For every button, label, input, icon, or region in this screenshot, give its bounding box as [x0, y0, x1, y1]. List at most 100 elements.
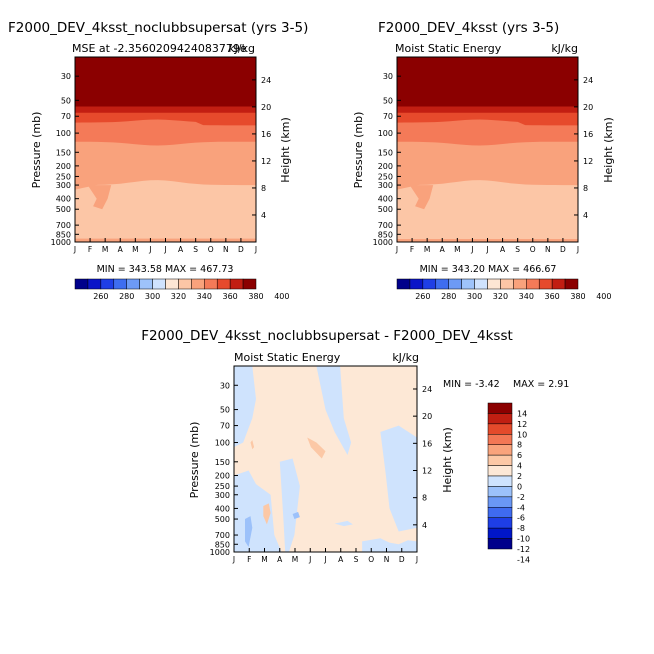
panel-3: F2000_DEV_4ksst_noclubbsupersat - F2000_…: [141, 328, 569, 564]
y2-tick-label: 8: [583, 184, 588, 193]
diff-neg-region-7: [362, 538, 417, 552]
diff-neg-core-2: [292, 511, 300, 519]
y-tick-label: 150: [56, 148, 71, 157]
colorbar-label: 10: [517, 430, 527, 439]
y-tick-label: 1000: [373, 238, 393, 247]
x-tick-label: A: [338, 555, 344, 564]
x-tick-label: M: [261, 555, 267, 564]
colorbar-label: 280: [441, 292, 456, 301]
y-tick-label: 850: [56, 230, 71, 239]
diff-neg-region-2: [316, 366, 352, 455]
colorbar-swatch: [487, 413, 513, 425]
colorbar-swatch: [538, 278, 553, 290]
colorbar-swatch: [474, 278, 488, 290]
colorbar-swatch: [165, 278, 179, 290]
colorbar-swatch: [487, 278, 501, 290]
y-tick-label: 250: [56, 172, 71, 181]
colorbar-label: 340: [197, 292, 212, 301]
panel-2-y2label: Height (km): [602, 117, 615, 183]
diff-pos-region-1: [307, 437, 326, 459]
x-tick-label: J: [323, 555, 326, 564]
y-tick-label: 250: [378, 172, 393, 181]
colorbar-label: 400: [596, 292, 611, 301]
panel-2-subtitle: Moist Static Energy: [395, 42, 502, 55]
y-tick-label: 1000: [51, 238, 71, 247]
panel-1-colorbar: 260 280 300 320 340 360 380 400: [74, 278, 289, 301]
colorbar-swatch: [487, 475, 513, 487]
x-tick-label: S: [193, 245, 198, 254]
colorbar-swatch: [487, 444, 513, 456]
y-tick-label: 150: [215, 458, 230, 467]
colorbar-swatch: [487, 454, 513, 466]
colorbar-swatch: [487, 423, 513, 435]
colorbar-label: -6: [517, 514, 525, 523]
x-tick-label: M: [292, 555, 298, 564]
colorbar-label: -2: [517, 493, 525, 502]
y-tick-label: 100: [56, 129, 71, 138]
colorbar-swatch: [487, 486, 513, 498]
x-tick-label: J: [163, 245, 166, 254]
x-tick-label: S: [515, 245, 520, 254]
y-tick-label: 1000: [210, 548, 230, 557]
colorbar-label: -12: [517, 545, 530, 554]
y-tick-label: 300: [378, 181, 393, 190]
colorbar-label: 360: [223, 292, 238, 301]
panel-3-contour-field: [234, 366, 417, 552]
colorbar-swatch: [422, 278, 437, 290]
colorbar-swatch: [487, 496, 513, 508]
colorbar-label: 400: [274, 292, 289, 301]
colorbar-swatch: [551, 278, 566, 290]
y2-tick-label: 12: [583, 157, 593, 166]
x-tick-label: M: [132, 245, 138, 254]
colorbar-label: 320: [493, 292, 508, 301]
panel-3-subtitle: Moist Static Energy: [234, 351, 341, 364]
x-tick-label: J: [254, 245, 257, 254]
x-tick-label: A: [277, 555, 283, 564]
y2-tick-label: 16: [261, 130, 271, 139]
panel-2-colorbar: 260 280 300 320 340 360 380 400: [396, 278, 611, 301]
colorbar-swatch: [126, 278, 140, 290]
mse-band-420: [75, 57, 256, 107]
panel-1-ylabel: Pressure (mb): [30, 112, 43, 189]
colorbar-label: 340: [519, 292, 534, 301]
y-tick-label: 500: [56, 205, 71, 214]
panel-1-minmax: MIN = 343.58 MAX = 467.73: [97, 264, 234, 275]
x-tick-label: J: [415, 555, 418, 564]
colorbar-swatch: [526, 278, 540, 290]
colorbar-label: 300: [145, 292, 160, 301]
colorbar-swatch: [74, 278, 89, 290]
colorbar-swatch: [461, 278, 475, 290]
y2-tick-label: 20: [583, 103, 593, 112]
y-tick-label: 200: [56, 162, 71, 171]
colorbar-label: 320: [171, 292, 186, 301]
colorbar-swatch: [178, 278, 192, 290]
x-tick-label: J: [576, 245, 579, 254]
x-tick-label: A: [118, 245, 124, 254]
x-tick-label: D: [560, 245, 566, 254]
y-tick-label: 700: [378, 221, 393, 230]
colorbar-label: 8: [517, 441, 522, 450]
colorbar-label: 380: [570, 292, 585, 301]
colorbar-swatch: [487, 527, 513, 539]
x-tick-label: M: [424, 245, 430, 254]
diff-neg-region-3: [380, 425, 417, 532]
colorbar-label: 260: [415, 292, 430, 301]
panel-3-ylabel: Pressure (mb): [188, 422, 201, 499]
colorbar-label: -14: [517, 555, 530, 564]
panel-1: F2000_DEV_4ksst_noclubbsupersat (yrs 3-5…: [8, 20, 308, 301]
y-tick-label: 400: [215, 504, 230, 513]
y2-tick-label: 20: [422, 412, 432, 421]
colorbar-swatch: [409, 278, 424, 290]
panel-2-title: F2000_DEV_4ksst (yrs 3-5): [378, 20, 559, 36]
colorbar-swatch: [191, 278, 205, 290]
panel-3-units: kJ/kg: [392, 351, 419, 364]
y-tick-label: 70: [383, 112, 393, 121]
y-tick-label: 30: [220, 381, 230, 390]
panel-1-y2label: Height (km): [279, 117, 292, 183]
x-tick-label: S: [354, 555, 359, 564]
y-tick-label: 700: [56, 221, 71, 230]
y-tick-label: 400: [378, 195, 393, 204]
x-tick-label: F: [247, 555, 251, 564]
